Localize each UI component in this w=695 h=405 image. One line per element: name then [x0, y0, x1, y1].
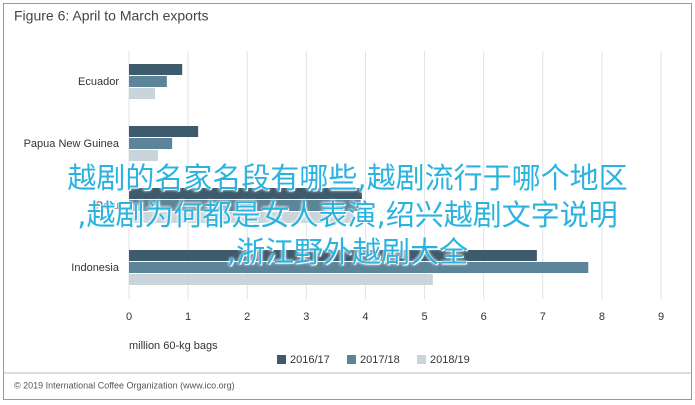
- legend-label: 2017/18: [360, 354, 400, 366]
- x-tick-label: 6: [481, 311, 487, 323]
- overlay-text: ,浙江野外越剧大全: [226, 235, 469, 269]
- bar: [129, 188, 362, 199]
- legend-label: 2016/17: [290, 354, 330, 366]
- bar: [129, 274, 433, 285]
- x-tick-label: 0: [126, 311, 132, 323]
- bar: [129, 212, 354, 223]
- bar: [129, 126, 199, 137]
- overlay-text: ,越剧为何都是女人表演,绍兴越剧文字说明: [77, 198, 618, 232]
- x-tick-label: 5: [421, 311, 427, 323]
- x-tick-label: 9: [658, 311, 664, 323]
- y-tick-label: Peru: [96, 200, 119, 212]
- bar: [129, 76, 167, 87]
- legend-label: 2018/19: [430, 354, 470, 366]
- bar: [129, 150, 158, 161]
- bar: [129, 262, 589, 273]
- bar: [129, 138, 173, 149]
- y-tick-label: Ecuador: [78, 76, 119, 88]
- overlay-text: 越剧的名家名段有哪些,越剧流行于哪个地区: [67, 161, 628, 195]
- frame: [3, 3, 692, 400]
- x-tick-label: 4: [362, 311, 368, 323]
- bar: [129, 200, 361, 211]
- bar: [129, 88, 156, 99]
- x-tick-label: 8: [599, 311, 605, 323]
- y-tick-label: Papua New Guinea: [24, 138, 120, 150]
- y-tick-label: Indonesia: [71, 262, 120, 274]
- x-tick-label: 7: [540, 311, 546, 323]
- chart-title: Figure 6: April to March exports: [14, 8, 209, 24]
- source: © 2019 International Coffee Organization…: [14, 380, 235, 390]
- x-tick-label: 2: [244, 311, 250, 323]
- bar: [129, 250, 537, 261]
- bar: [129, 64, 183, 75]
- legend-swatch: [277, 355, 286, 364]
- legend-swatch: [347, 355, 356, 364]
- x-axis-label: million 60-kg bags: [129, 340, 218, 352]
- x-tick-label: 1: [185, 311, 191, 323]
- x-tick-label: 3: [303, 311, 309, 323]
- legend-swatch: [417, 355, 426, 364]
